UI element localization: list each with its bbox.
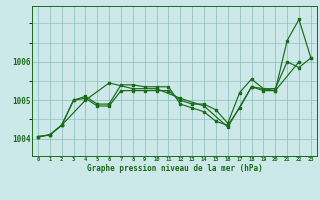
X-axis label: Graphe pression niveau de la mer (hPa): Graphe pression niveau de la mer (hPa) <box>86 164 262 173</box>
